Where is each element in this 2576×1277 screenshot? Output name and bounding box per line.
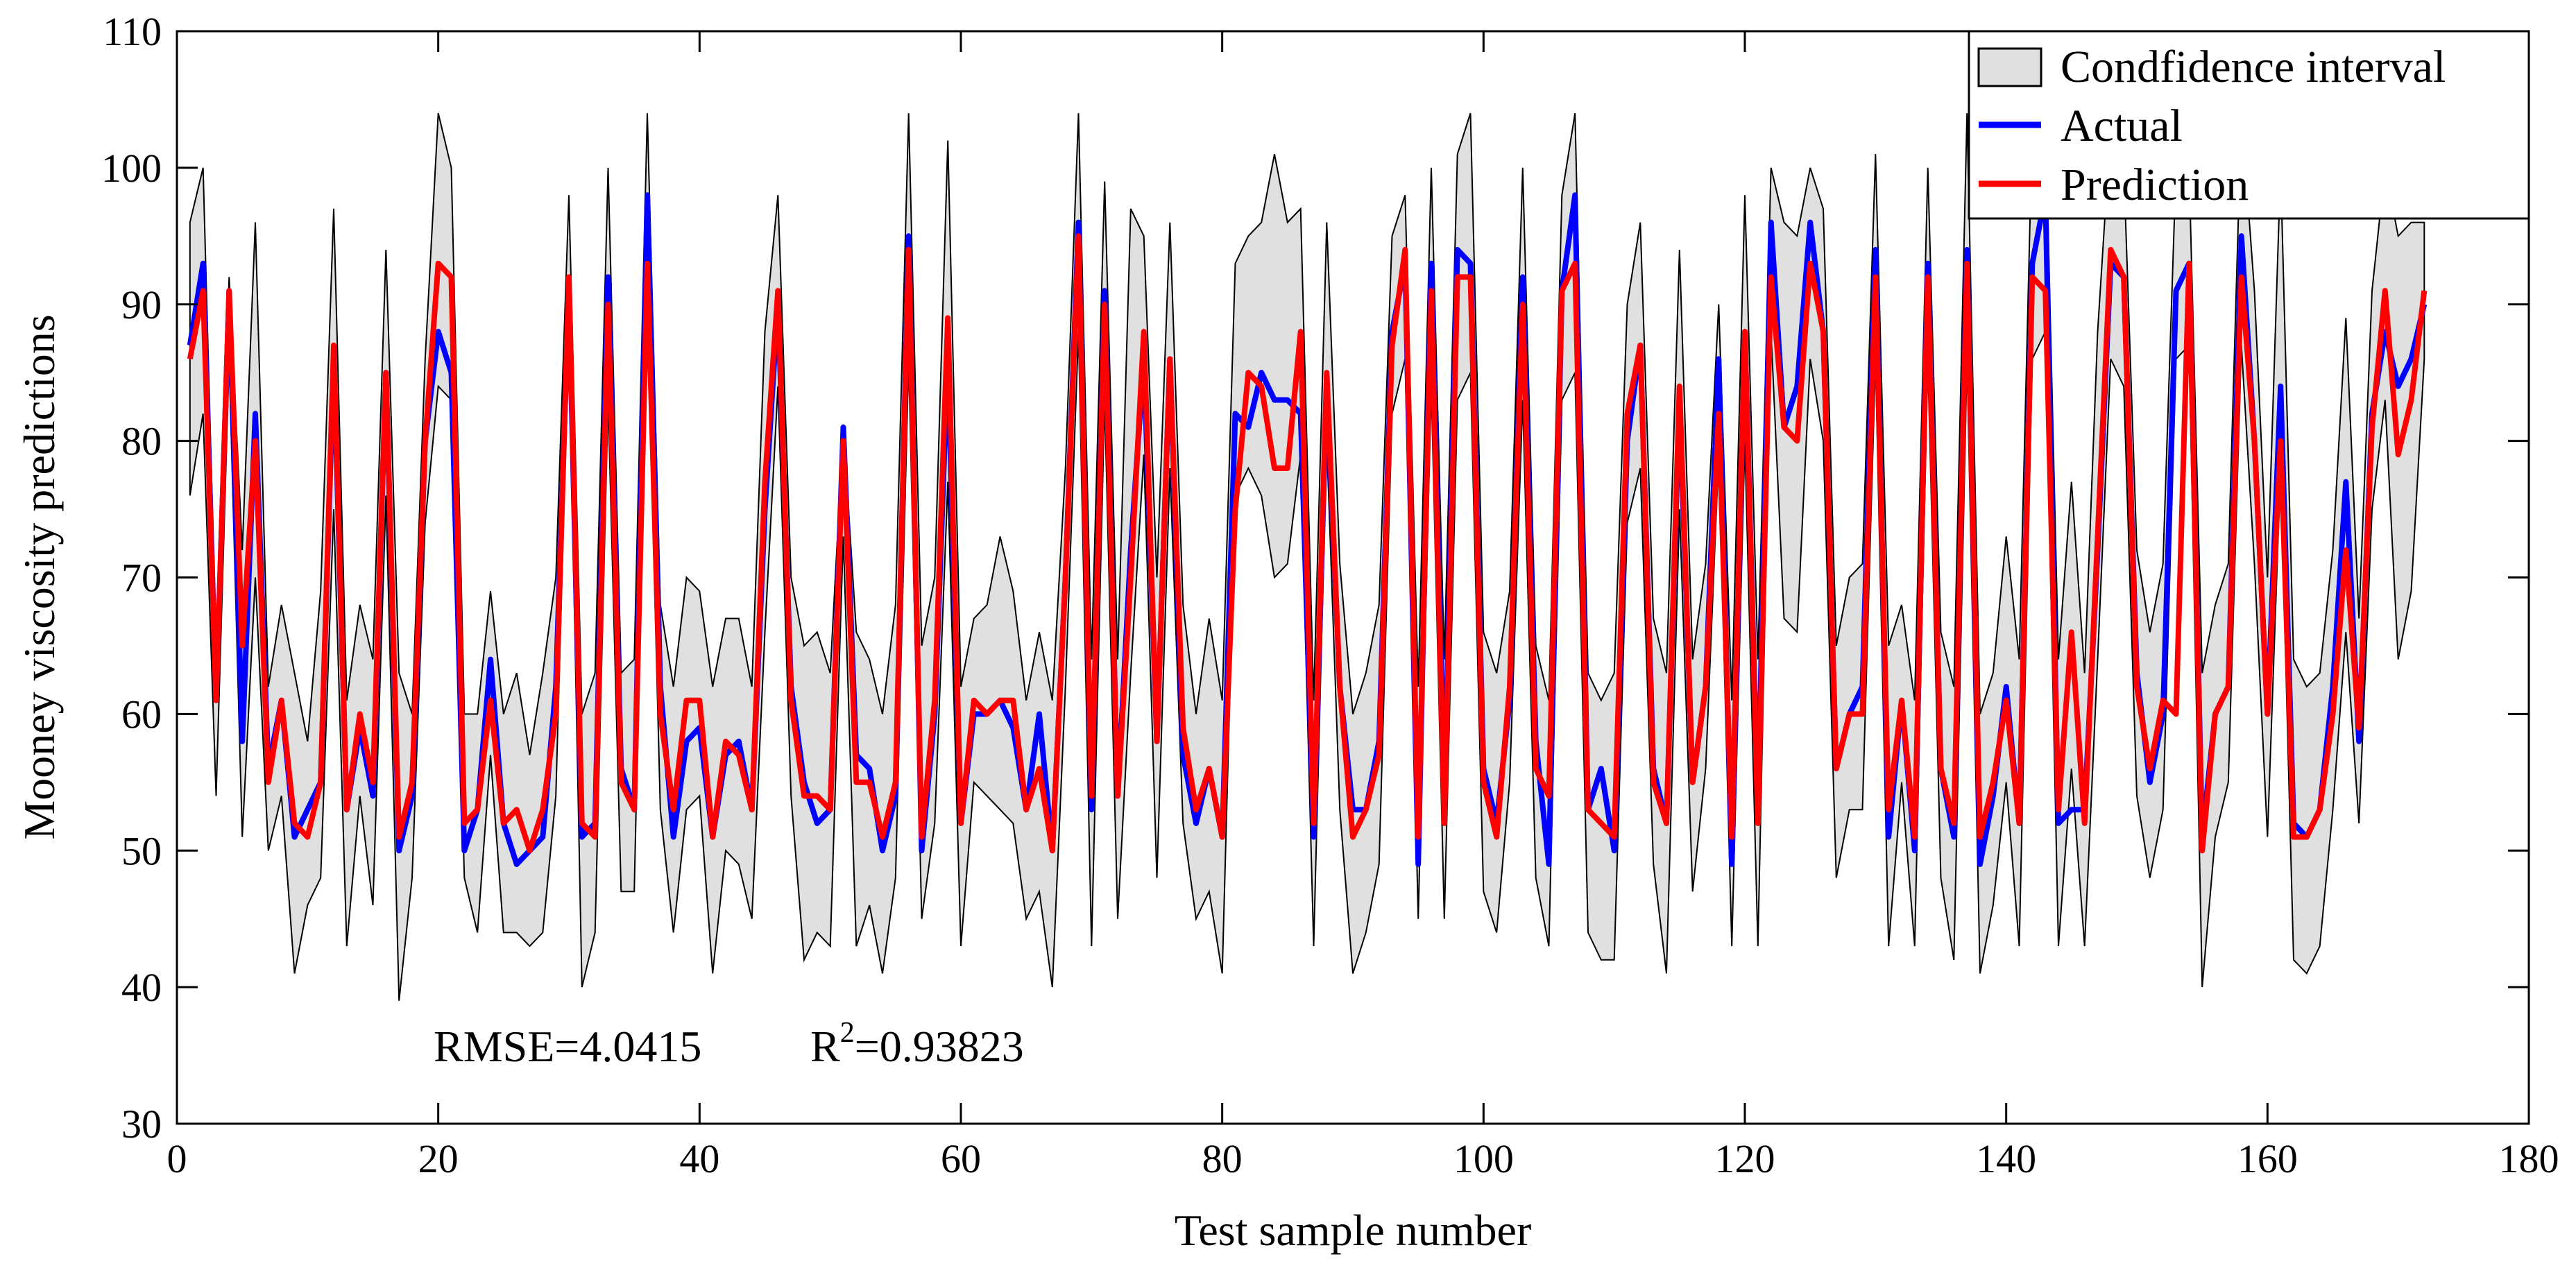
legend: Condfidence interval Actual Prediction xyxy=(1968,30,2530,220)
r2-label: R xyxy=(810,1022,840,1071)
x-axis-ticks: 0 20 40 60 80 100 120 140 160 180 xyxy=(167,31,2559,1181)
r2-value: =0.93823 xyxy=(855,1022,1024,1071)
x-tick-label: 20 xyxy=(418,1136,459,1181)
x-tick-label: 100 xyxy=(1453,1136,1514,1181)
legend-prediction-label: Prediction xyxy=(2061,160,2249,210)
x-tick-label: 0 xyxy=(167,1136,187,1181)
y-tick-label: 40 xyxy=(121,965,162,1010)
x-tick-label: 160 xyxy=(2237,1136,2298,1181)
legend-actual-label: Actual xyxy=(2061,101,2183,151)
y-tick-label: 100 xyxy=(101,146,162,191)
r2-annotation: R2=0.93823 xyxy=(810,1017,1024,1071)
prediction-line xyxy=(187,233,2428,854)
y-axis-title: Mooney viscosity predictions xyxy=(15,314,64,839)
rmse-annotation: RMSE=4.0415 xyxy=(434,1022,701,1071)
x-tick-label: 180 xyxy=(2499,1136,2559,1181)
y-tick-label: 70 xyxy=(121,556,162,601)
y-tick-label: 60 xyxy=(121,692,162,737)
prediction-series-layer xyxy=(187,233,2428,854)
y-tick-label: 30 xyxy=(121,1102,162,1147)
r2-superscript: 2 xyxy=(840,1017,855,1049)
y-tick-label: 80 xyxy=(121,419,162,464)
x-tick-label: 40 xyxy=(679,1136,719,1181)
x-tick-label: 80 xyxy=(1202,1136,1243,1181)
x-tick-label: 140 xyxy=(1976,1136,2036,1181)
x-tick-label: 60 xyxy=(941,1136,981,1181)
legend-box xyxy=(1968,30,2530,220)
y-tick-label: 90 xyxy=(121,282,162,327)
x-tick-label: 120 xyxy=(1715,1136,1775,1181)
legend-ci-label: Condfidence interval xyxy=(2061,42,2446,92)
y-tick-label: 50 xyxy=(121,828,162,873)
y-tick-label: 110 xyxy=(103,9,162,54)
y-axis-ticks: 30 40 50 60 70 80 90 100 110 xyxy=(101,9,2529,1147)
x-axis-title: Test sample number xyxy=(1175,1206,1532,1255)
legend-ci-swatch xyxy=(1977,47,2042,87)
